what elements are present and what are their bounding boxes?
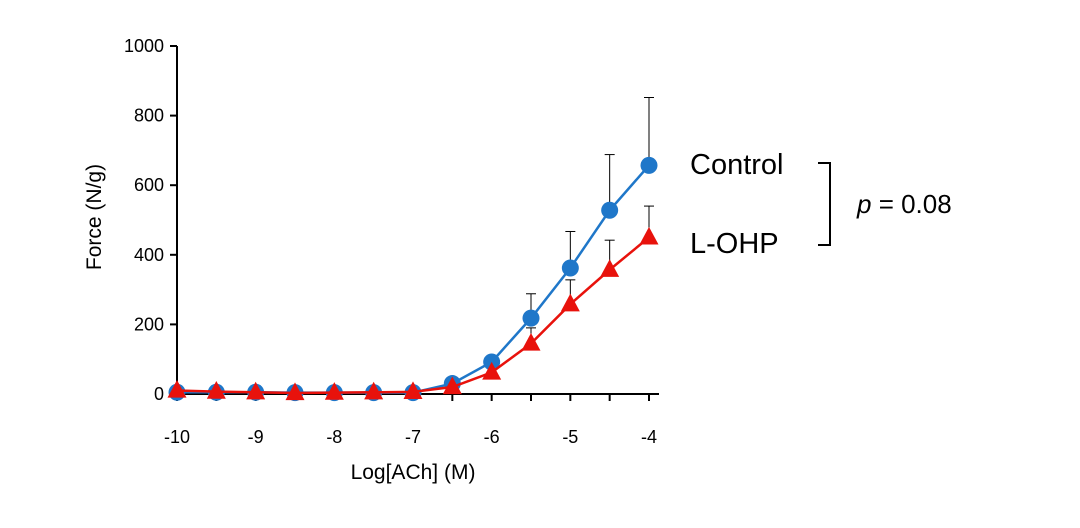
- x-tick-label: -6: [484, 427, 500, 447]
- data-point: [403, 381, 423, 400]
- x-tick-label: -7: [405, 427, 421, 447]
- data-point: [206, 381, 226, 399]
- data-point: [639, 226, 659, 245]
- series-l-ohp: [167, 205, 659, 401]
- y-axis-label: Force (N/g): [83, 164, 106, 270]
- data-point: [521, 333, 541, 351]
- y-axis: 0 200 400 600 800 1000: [124, 36, 178, 404]
- x-tick-label: -8: [326, 427, 342, 447]
- data-point: [167, 379, 187, 398]
- data-point: [601, 201, 619, 219]
- data-point: [442, 376, 462, 395]
- y-tick-label: 400: [134, 245, 164, 265]
- p-value-text: = 0.08: [871, 189, 951, 219]
- p-value-label: p = 0.08: [856, 189, 952, 219]
- significance-bracket: [818, 162, 831, 246]
- data-point: [522, 309, 540, 327]
- y-tick-label: 0: [154, 384, 164, 404]
- plot-area: [167, 97, 659, 402]
- data-point: [324, 382, 344, 400]
- data-point: [560, 293, 580, 312]
- x-axis: -10 -9 -8 -7 -6 -5 -4: [164, 393, 659, 447]
- x-tick-label: -5: [562, 427, 578, 447]
- y-tick-label: 200: [134, 314, 164, 334]
- y-tick-label: 1000: [124, 36, 164, 56]
- data-point: [482, 361, 502, 380]
- x-axis-label: Log[ACh] (M): [351, 461, 476, 484]
- x-tick-label: -9: [248, 427, 264, 447]
- series-control: [168, 97, 658, 402]
- series-label-control: Control: [690, 149, 784, 181]
- y-tick-label: 800: [134, 106, 164, 126]
- series-line: [177, 164, 650, 394]
- y-tick-label: 600: [134, 175, 164, 195]
- data-point: [285, 382, 305, 401]
- x-tick-label: -4: [641, 427, 657, 447]
- series-line: [176, 236, 650, 395]
- data-point: [246, 381, 266, 400]
- data-point: [600, 259, 620, 277]
- data-point: [364, 381, 384, 400]
- p-value-symbol: p: [856, 189, 871, 219]
- data-point: [640, 156, 658, 174]
- x-tick-label: -10: [164, 427, 190, 447]
- series-label-l-ohp: L-OHP: [690, 228, 779, 260]
- data-point: [561, 259, 579, 277]
